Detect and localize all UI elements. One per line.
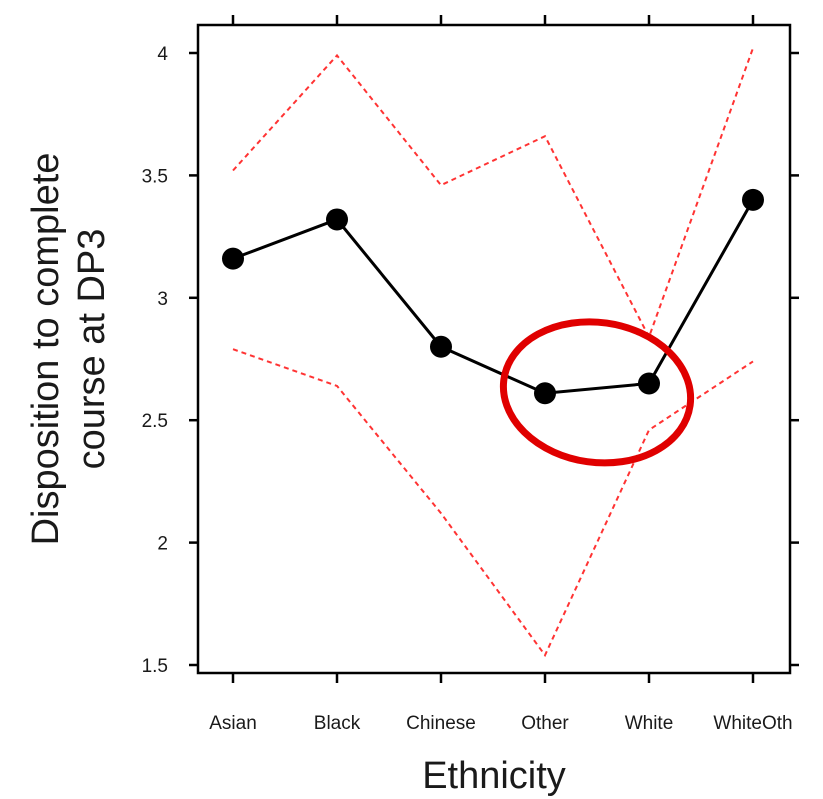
y-axis-title-line: Disposition to complete xyxy=(25,153,67,546)
y-tick-label: 4 xyxy=(157,44,168,65)
chart-axes-layer: 1.5 2 2.5 3 3.5 4 Asian Black Chinese Other White W… xyxy=(142,15,799,734)
plot-area-frame xyxy=(196,23,792,675)
estimate-point xyxy=(222,247,244,270)
estimate-line xyxy=(232,199,755,395)
x-tick-label: WhiteOth xyxy=(713,713,792,734)
y-tick-label: 1.5 xyxy=(142,656,168,677)
highlight-ellipse xyxy=(499,318,695,467)
chart-series-layer xyxy=(222,47,764,658)
x-tick-label: White xyxy=(625,713,674,734)
estimate-point xyxy=(638,372,660,395)
y-tick-label: 3.5 xyxy=(142,166,168,187)
estimate-point xyxy=(742,188,764,211)
lower-bound-line xyxy=(232,348,754,658)
x-tick-label: Chinese xyxy=(406,713,476,734)
y-tick-label: 2.5 xyxy=(142,411,168,432)
y-tick-label: 3 xyxy=(157,289,168,310)
x-tick-label: Asian xyxy=(209,713,257,734)
chart-annotation-layer xyxy=(499,318,695,467)
x-tick-label: Other xyxy=(521,713,569,734)
upper-bound-line xyxy=(232,47,754,340)
x-tick-label: Black xyxy=(314,713,361,734)
y-axis-title: Disposition to complete course at DP3 xyxy=(25,153,113,546)
estimate-point xyxy=(430,335,452,358)
y-tick-label: 2 xyxy=(157,534,168,555)
estimate-point xyxy=(534,382,556,405)
y-axis-title-line: course at DP3 xyxy=(71,229,113,470)
estimate-point xyxy=(326,208,348,231)
x-axis-title: Ethnicity xyxy=(422,755,566,797)
